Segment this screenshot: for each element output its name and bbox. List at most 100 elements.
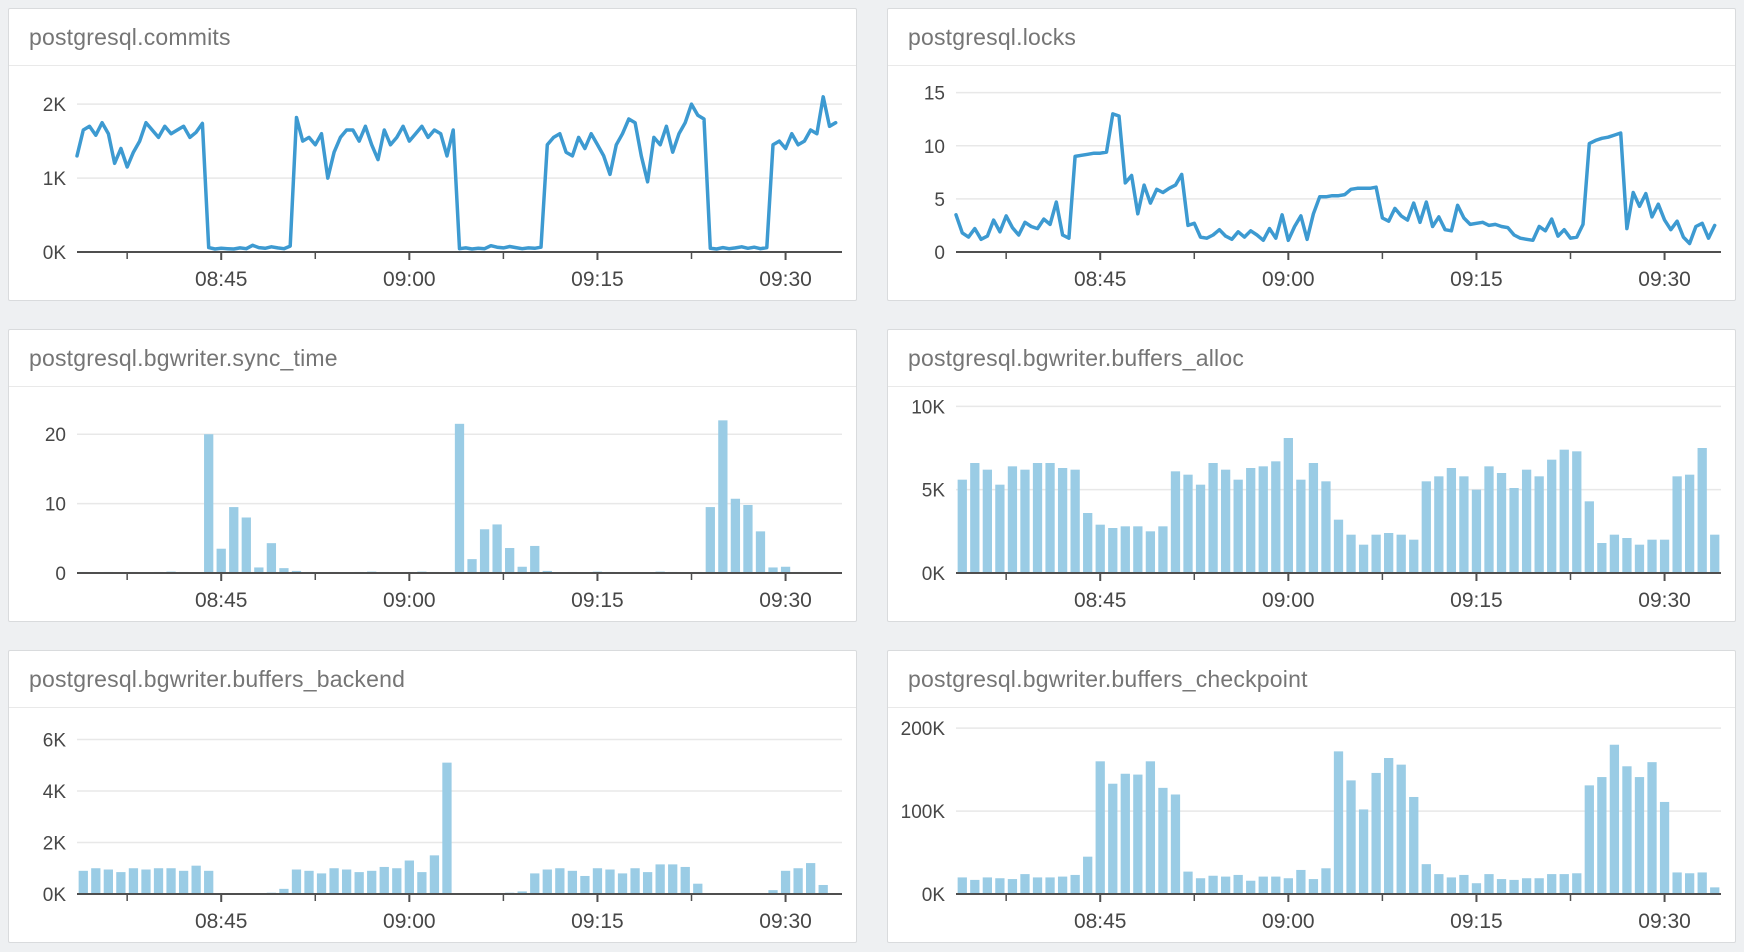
bar <box>982 469 992 573</box>
bar <box>1321 868 1331 894</box>
bar <box>1459 874 1469 894</box>
bar <box>957 877 967 894</box>
bar <box>530 873 540 894</box>
bar <box>780 566 791 573</box>
bar <box>542 869 552 894</box>
bar <box>1547 874 1557 894</box>
bar <box>1170 794 1181 894</box>
bar <box>304 870 314 894</box>
bar <box>1509 879 1519 894</box>
panel-header: postgresql.bgwriter.buffers_backend <box>9 651 856 708</box>
bar <box>291 570 302 573</box>
x-tick-label: 09:15 <box>571 268 624 291</box>
bar <box>1271 876 1281 894</box>
bar <box>1246 880 1256 894</box>
bar <box>718 420 728 573</box>
bar <box>1007 879 1018 894</box>
y-tick-label: 20 <box>45 425 66 446</box>
bar <box>479 529 490 573</box>
x-tick-label: 08:45 <box>195 589 248 612</box>
bar <box>780 870 791 894</box>
bar <box>580 875 590 894</box>
bar <box>1471 489 1482 573</box>
chart-canvas-bgwriter-buffers-alloc[interactable]: 0K 5K 10K 08:45 09:00 09:15 09:30 <box>888 387 1735 621</box>
bar <box>379 866 389 894</box>
line-series <box>954 112 1717 246</box>
bar <box>768 890 778 894</box>
bar <box>178 870 189 894</box>
line-series <box>75 95 838 251</box>
bar <box>517 566 527 573</box>
bar <box>1070 874 1080 894</box>
bar <box>1057 876 1068 894</box>
bar <box>1145 531 1156 573</box>
bar <box>191 865 201 894</box>
chart-panel-locks: postgresql.locks 0 5 10 15 08:45 09:00 09:15 09… <box>887 8 1736 301</box>
bar <box>567 870 578 894</box>
bar <box>1308 463 1319 573</box>
x-tick-label: 09:30 <box>759 910 812 933</box>
x-tick-label: 09:00 <box>1262 268 1315 291</box>
bar <box>1559 874 1569 894</box>
panel-header: postgresql.bgwriter.sync_time <box>9 330 856 387</box>
bar <box>266 543 277 573</box>
bar <box>680 866 690 894</box>
bar <box>1409 539 1419 573</box>
chart-panel-bgwriter-buffers-checkpoint: postgresql.bgwriter.buffers_checkpoint 0… <box>887 650 1736 943</box>
bar <box>1672 476 1682 573</box>
bar <box>429 855 440 894</box>
x-tick-label: 09:30 <box>759 589 812 612</box>
bar <box>1333 751 1344 894</box>
chart-canvas-commits[interactable]: 0K 1K 2K 08:45 09:00 09:15 09:30 <box>9 66 856 300</box>
bar <box>642 872 653 894</box>
chart-canvas-bgwriter-buffers-checkpoint[interactable]: 0K 100K 200K 08:45 09:00 09:15 09:30 <box>888 708 1735 942</box>
bar <box>1283 878 1293 894</box>
bar <box>1321 481 1331 573</box>
bar <box>1572 451 1582 573</box>
bar <box>592 868 603 894</box>
x-tick-label: 09:30 <box>1638 910 1691 933</box>
bar <box>1421 864 1431 894</box>
bar <box>1170 471 1181 573</box>
bar <box>1647 539 1657 573</box>
chart-title-commits: postgresql.commits <box>29 23 231 50</box>
y-tick-label: 2K <box>43 95 67 116</box>
bar <box>1534 878 1544 894</box>
bar <box>1271 461 1281 573</box>
bar <box>316 873 327 894</box>
chart-title-locks: postgresql.locks <box>908 23 1077 50</box>
bar <box>1220 469 1231 573</box>
bar <box>1083 513 1093 573</box>
bar <box>1685 873 1695 894</box>
bar <box>166 868 176 894</box>
bar <box>1108 783 1118 894</box>
chart-panel-bgwriter-sync-time: postgresql.bgwriter.sync_time 0 10 20 08:45… <box>8 329 857 622</box>
y-tick-label: 0 <box>55 564 66 585</box>
chart-canvas-locks[interactable]: 0 5 10 15 08:45 09:00 09:15 09:30 <box>888 66 1735 300</box>
bar <box>1195 484 1206 573</box>
x-tick-label: 08:45 <box>195 268 248 291</box>
chart-canvas-bgwriter-sync-time[interactable]: 0 10 20 08:45 09:00 09:15 09:30 <box>9 387 856 621</box>
bar <box>116 872 126 894</box>
bar <box>1446 468 1457 573</box>
bar <box>1509 488 1519 573</box>
bar <box>1496 473 1507 573</box>
y-tick-label: 4K <box>43 782 67 803</box>
bar <box>1158 787 1168 894</box>
bar <box>1584 785 1594 894</box>
chart-canvas-bgwriter-buffers-backend[interactable]: 0K 2K 4K 6K 08:45 09:00 09:15 09:30 <box>9 708 856 942</box>
bar <box>354 872 364 894</box>
bar <box>1559 449 1569 573</box>
bar <box>291 869 302 894</box>
bar <box>1183 871 1193 894</box>
bar <box>1108 528 1118 573</box>
chart-svg: 0K 5K 10K 08:45 09:00 09:15 09:30 <box>911 397 1721 612</box>
bar <box>329 868 339 894</box>
bar <box>1371 534 1381 573</box>
bar <box>153 868 164 894</box>
bar <box>995 878 1005 894</box>
bar <box>467 559 477 573</box>
chart-panel-commits: postgresql.commits 0K 1K 2K 08:45 09:00 09:15… <box>8 8 857 301</box>
y-tick-label: 10K <box>911 397 945 418</box>
